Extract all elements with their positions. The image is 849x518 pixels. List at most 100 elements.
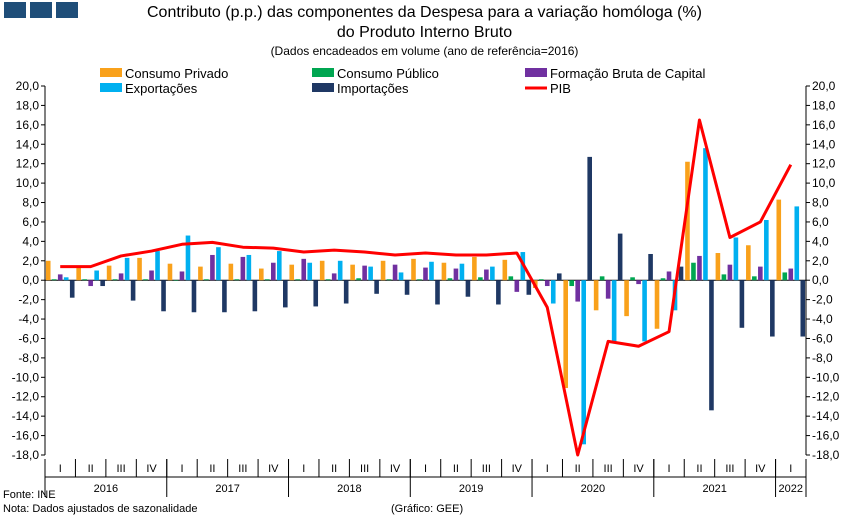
bar (611, 280, 617, 343)
bar (392, 264, 398, 281)
year-label: 2020 (581, 483, 605, 495)
bar (465, 280, 471, 297)
y-tick-label-right: -4,0 (812, 312, 833, 326)
bar (343, 280, 349, 304)
bar (301, 258, 307, 281)
bar (617, 233, 623, 281)
bar (514, 280, 520, 292)
quarter-label: I (59, 463, 62, 475)
bar (386, 279, 392, 281)
bar (776, 199, 782, 281)
bar (69, 280, 75, 298)
bar (441, 262, 447, 281)
bar (325, 279, 331, 281)
bar (624, 280, 629, 317)
bar (764, 220, 769, 281)
bar (57, 274, 63, 281)
legend-swatch (525, 68, 547, 77)
y-tick-label-left: 20,0 (16, 79, 40, 93)
bar (636, 280, 641, 285)
y-tick-label-left: -16,0 (12, 429, 40, 443)
bar (374, 280, 379, 294)
y-tick-label-right: 8,0 (812, 196, 829, 210)
bar (404, 280, 410, 295)
bar (721, 274, 727, 281)
bar (167, 263, 173, 281)
bar (678, 266, 684, 281)
quarter-label: I (546, 463, 549, 475)
bar (185, 235, 191, 281)
y-tick-label-left: 12,0 (16, 157, 40, 171)
year-label: 2019 (459, 483, 483, 495)
quarter-label: II (331, 463, 337, 475)
bar (447, 278, 453, 281)
y-tick-label-left: 2,0 (22, 254, 39, 268)
bar (435, 280, 440, 305)
bar (794, 206, 800, 281)
quarter-label: IV (512, 463, 523, 475)
quarter-label: I (302, 463, 305, 475)
bar (459, 263, 465, 281)
year-label: 2017 (215, 483, 239, 495)
quarter-label: IV (146, 463, 157, 475)
y-tick-label-right: 18,0 (812, 98, 836, 112)
y-tick-label-right: -12,0 (812, 390, 840, 404)
y-tick-label-right: -2,0 (812, 293, 833, 307)
y-tick-label-left: -4,0 (18, 312, 39, 326)
legend-label: Consumo Público (337, 66, 439, 81)
y-tick-label-left: 10,0 (16, 176, 40, 190)
y-tick-label-left: -8,0 (18, 351, 39, 365)
bar (118, 273, 124, 281)
y-tick-label-left: 6,0 (22, 215, 39, 229)
bar (88, 280, 93, 287)
bar (709, 280, 714, 411)
bar (216, 247, 221, 281)
bar (411, 258, 416, 281)
bar (581, 280, 586, 445)
bar (331, 273, 337, 281)
year-label: 2022 (779, 483, 803, 495)
bar (666, 271, 672, 281)
y-tick-label-right: 4,0 (812, 234, 829, 248)
legend-swatch (312, 83, 334, 92)
y-tick-label-left: 0,0 (22, 273, 39, 287)
legend-swatch (312, 68, 334, 77)
bar (550, 280, 556, 304)
bar (76, 266, 81, 281)
bar (179, 271, 185, 281)
bar (453, 268, 459, 281)
legend-label: Consumo Privado (125, 66, 228, 81)
quarter-label: II (696, 463, 702, 475)
bar (423, 267, 428, 281)
bar (277, 251, 282, 281)
bar (100, 280, 105, 287)
quarter-label: II (88, 463, 94, 475)
y-tick-label-left: -14,0 (12, 409, 40, 423)
bar (703, 148, 708, 281)
y-tick-label-right: -8,0 (812, 351, 833, 365)
bar (234, 279, 240, 281)
bar (112, 279, 118, 281)
bar (362, 265, 367, 281)
y-tick-label-left: 4,0 (22, 234, 39, 248)
bar (222, 280, 227, 313)
quarter-label: III (117, 463, 126, 475)
bar (198, 266, 203, 281)
bar (265, 279, 270, 281)
y-tick-label-left: 16,0 (16, 118, 40, 132)
bar (660, 278, 666, 281)
logo-squares-icon (4, 2, 78, 18)
y-tick-label-left: 14,0 (16, 137, 40, 151)
bar (502, 259, 508, 281)
bar (429, 261, 434, 281)
bar (259, 268, 264, 281)
bar (697, 255, 702, 281)
bar (508, 276, 514, 281)
bar (240, 256, 246, 281)
chart-title-line-2: do Produto Interno Bruto (336, 24, 513, 41)
y-tick-label-left: -12,0 (12, 390, 40, 404)
bar (630, 277, 635, 281)
y-tick-label-right: 12,0 (812, 157, 836, 171)
bar (593, 280, 599, 311)
bar (173, 280, 179, 281)
